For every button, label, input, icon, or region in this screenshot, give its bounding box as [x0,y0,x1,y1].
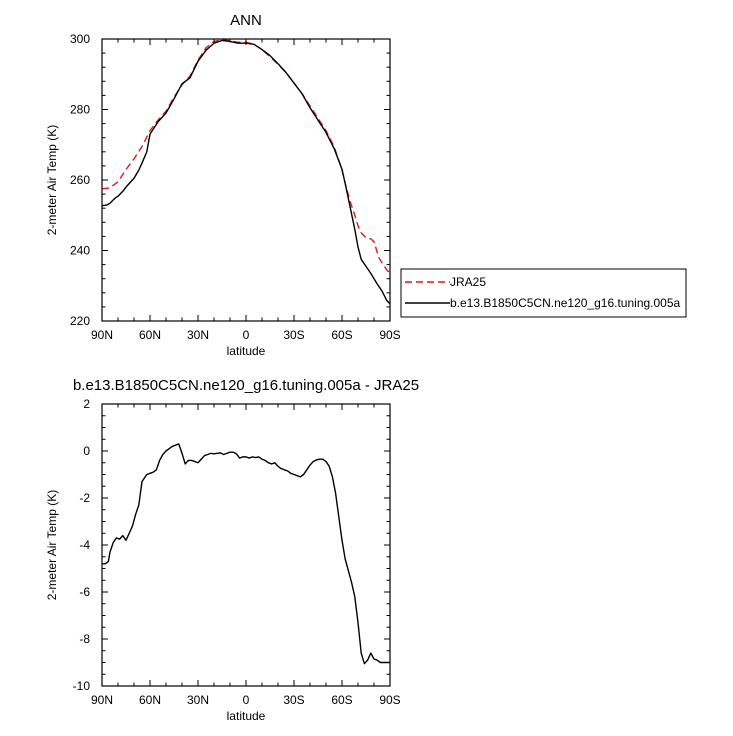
x-tick-label: 90S [379,693,400,707]
x-tick-label: 30S [283,328,304,342]
y-axis-label: 2-meter Air Temp (K) [45,125,59,235]
chart-title: b.e13.B1850C5CN.ne120_g16.tuning.005a - … [73,377,419,394]
x-tick-label: 90N [91,328,113,342]
chart-panel-2: b.e13.B1850C5CN.ne120_g16.tuning.005a - … [45,377,419,723]
x-tick-label: 60N [139,328,161,342]
x-tick-label: 60S [331,693,352,707]
x-tick-label: 30S [283,693,304,707]
y-tick-label: 260 [70,173,90,187]
y-tick-label: 300 [70,32,90,46]
legend-box [400,268,687,318]
y-tick-label: 220 [70,314,90,328]
x-tick-label: 30N [187,328,209,342]
x-tick-label: 0 [243,328,250,342]
legend-label: b.e13.B1850C5CN.ne120_g16.tuning.005a [450,296,681,310]
x-tick-label: 60N [139,693,161,707]
y-tick-label: -4 [79,538,90,552]
x-axis-label: latitude [227,709,266,723]
y-tick-label: -6 [79,585,90,599]
chart-panel-1: ANN 90N 60N 30N 0 30S 60S 90S latitude 220 240 260 2… [45,12,687,358]
series-line-difference [102,443,390,665]
y-tick-label: 240 [70,244,90,258]
legend-label: JRA25 [450,275,486,289]
x-axis-label: latitude [227,344,266,358]
y-axis-label: 2-meter Air Temp (K) [45,490,59,600]
y-tick-label: 0 [83,444,90,458]
plot-frame [101,38,391,322]
y-tick-label: -8 [79,632,90,646]
chart-title: ANN [230,12,262,29]
x-tick-label: 90S [379,328,400,342]
y-tick-label: 2 [83,397,90,411]
y-tick-label: 280 [70,103,90,117]
x-tick-label: 60S [331,328,352,342]
plot-frame [101,403,391,687]
series-line-jra25 [102,39,390,274]
series-line-b-e13-b1850c5cn-ne120-g16-tuning-005a [102,39,390,305]
x-tick-label: 30N [187,693,209,707]
y-tick-label: -2 [79,491,90,505]
x-tick-label: 0 [243,693,250,707]
y-tick-label: -10 [73,679,91,693]
legend: JRA25 b.e13.B1850C5CN.ne120_g16.tuning.00… [400,268,687,318]
x-tick-label: 90N [91,693,113,707]
